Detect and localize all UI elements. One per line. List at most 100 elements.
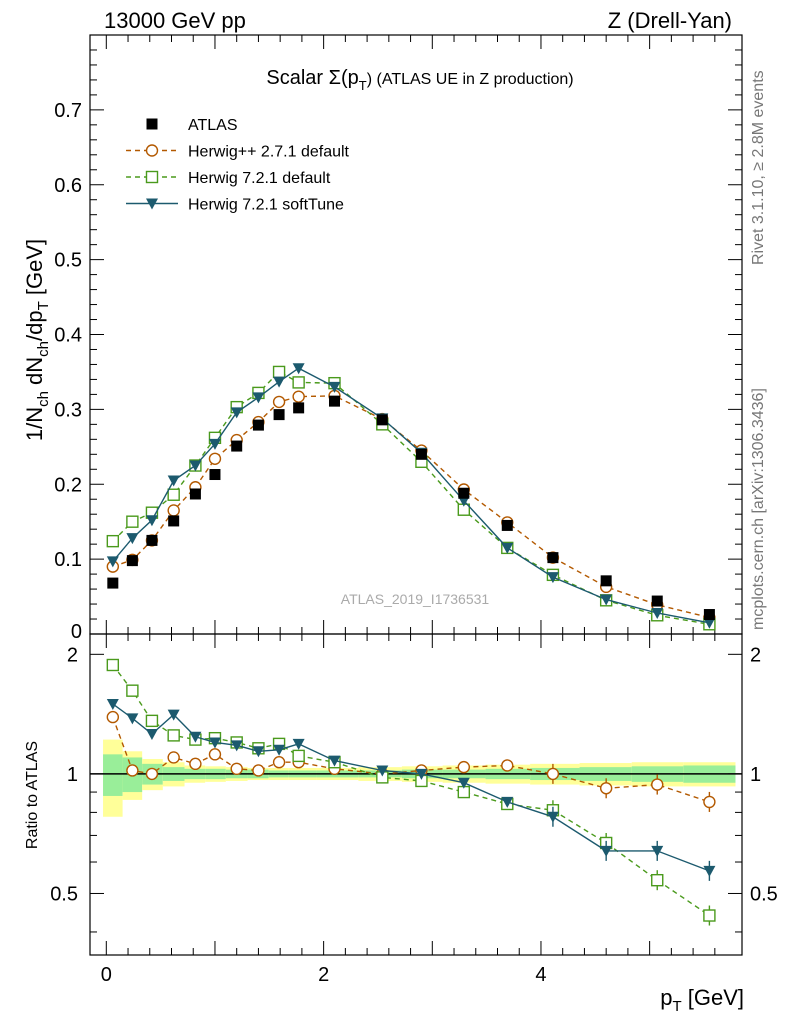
data-point xyxy=(209,469,221,481)
legend-label: ATLAS xyxy=(188,117,238,134)
series-line-ratio xyxy=(112,703,710,872)
legend-marker xyxy=(146,118,158,130)
series-point-main xyxy=(273,376,286,388)
x-axis-label: pT [GeV] xyxy=(660,985,744,1015)
ratio-panel-frame xyxy=(89,633,743,956)
data-point xyxy=(329,395,340,407)
data-point xyxy=(458,487,470,499)
series-point-main xyxy=(703,617,716,629)
legend: ATLAS Herwig++ 2.7.1 default Herwig 7.2.1 … xyxy=(126,117,350,214)
series-2 xyxy=(106,363,716,881)
ratio-y-tick-label-right: 0.5 xyxy=(750,883,778,905)
series-point-main xyxy=(106,534,120,548)
series-point-ratio xyxy=(167,729,180,742)
series-point-main xyxy=(272,395,286,409)
series-point-main xyxy=(651,608,664,620)
chart-title: Scalar Σ(pT) (ATLAS UE in Z production) xyxy=(266,67,573,93)
y-tick-label: 0.4 xyxy=(54,325,82,347)
series-point-ratio xyxy=(457,777,470,789)
series-point-ratio xyxy=(106,658,120,672)
band-inner-bin xyxy=(103,754,123,796)
series-point-ratio xyxy=(273,744,286,756)
series-point-ratio xyxy=(252,746,265,758)
series-point-ratio xyxy=(126,713,139,725)
series-point-ratio xyxy=(546,811,559,823)
series-point-main xyxy=(546,572,559,584)
series-point-main xyxy=(328,381,341,393)
series-point-ratio xyxy=(600,845,613,857)
series-point-main xyxy=(501,542,514,554)
series-point-main xyxy=(126,515,139,528)
legend-entry: ATLAS xyxy=(146,117,238,134)
series-point-ratio xyxy=(126,764,139,777)
y-axis-label: 1/Nch dNch/dpT [GeV] xyxy=(22,239,52,441)
series-point-main xyxy=(600,594,613,606)
process-label: Z (Drell-Yan) xyxy=(608,8,732,33)
series-point-ratio xyxy=(292,749,305,763)
y-tick-label: 0.3 xyxy=(54,399,82,421)
series-point-main xyxy=(230,407,243,419)
series-point-ratio xyxy=(208,737,221,749)
x-tick-label: 4 xyxy=(535,964,546,986)
y-tick-label: 0.5 xyxy=(54,250,82,272)
series-point-ratio xyxy=(106,710,120,724)
data-point xyxy=(107,577,119,589)
series-point-main xyxy=(272,365,286,379)
legend-marker xyxy=(145,170,159,184)
ratio-y-tick-label-right: 1 xyxy=(750,764,761,786)
legend-label: Herwig 7.2.1 default xyxy=(188,170,331,187)
series-point-ratio xyxy=(501,796,514,808)
data-point xyxy=(703,609,715,621)
series-point-ratio xyxy=(703,795,716,809)
series-point-main xyxy=(126,533,139,545)
analysis-id: ATLAS_2019_I1736531 xyxy=(341,591,490,607)
series-point-ratio xyxy=(126,684,139,697)
ratio-y-tick-label: 1 xyxy=(67,764,78,786)
legend-label: Herwig++ 2.7.1 default xyxy=(188,144,350,161)
series-point-ratio xyxy=(457,760,471,774)
series-line-ratio xyxy=(112,664,710,917)
data-point xyxy=(501,519,513,531)
series-point-ratio xyxy=(106,698,119,710)
data-point xyxy=(252,419,264,431)
series-line-main xyxy=(112,367,710,624)
energy-label: 13000 GeV pp xyxy=(104,8,246,33)
y-tick-label-zero: 0 xyxy=(71,621,82,643)
data-point xyxy=(168,515,180,527)
series-point-ratio xyxy=(189,731,202,743)
data-point xyxy=(651,595,663,607)
series-point-main xyxy=(208,438,221,450)
y-tick-label: 0.7 xyxy=(54,100,82,122)
data-point xyxy=(547,552,559,564)
series-point-ratio xyxy=(145,729,158,741)
series-point-main xyxy=(145,515,158,527)
legend-label: Herwig 7.2.1 softTune xyxy=(188,197,344,214)
series-layer xyxy=(106,363,716,926)
series-point-ratio xyxy=(703,865,716,877)
series-data xyxy=(107,395,715,621)
series-point-main xyxy=(252,392,265,404)
ratio-y-tick-label: 0.5 xyxy=(50,883,78,905)
series-point-ratio xyxy=(651,873,664,887)
series-point-ratio xyxy=(189,757,202,771)
series-point-ratio xyxy=(230,740,243,752)
y-tick-label: 0.2 xyxy=(54,474,82,496)
series-point-main xyxy=(167,504,180,517)
series-point-main xyxy=(106,556,119,568)
y-tick-label: 0.6 xyxy=(54,175,82,197)
series-line-ratio xyxy=(112,716,710,803)
legend-entry: Herwig++ 2.7.1 default xyxy=(126,144,350,161)
data-point xyxy=(600,575,612,587)
ratio-y-tick-label-right: 2 xyxy=(750,644,761,666)
series-line-main xyxy=(112,371,710,625)
series-point-ratio xyxy=(167,751,180,764)
legend-entry: Herwig 7.2.1 softTune xyxy=(126,197,344,214)
data-point xyxy=(189,488,201,500)
legend-marker xyxy=(145,144,159,157)
rivet-label: Rivet 3.1.10, ≥ 2.8M events xyxy=(750,70,767,265)
mcplots-label: mcplots.cern.ch [arXiv:1306.3436] xyxy=(750,388,767,630)
series-point-main xyxy=(167,488,180,501)
series-point-ratio xyxy=(651,778,664,791)
axis-ticks: 0 2 40.10.20.30.40.50.60.700.5 0.51 12 2 xyxy=(50,34,778,986)
